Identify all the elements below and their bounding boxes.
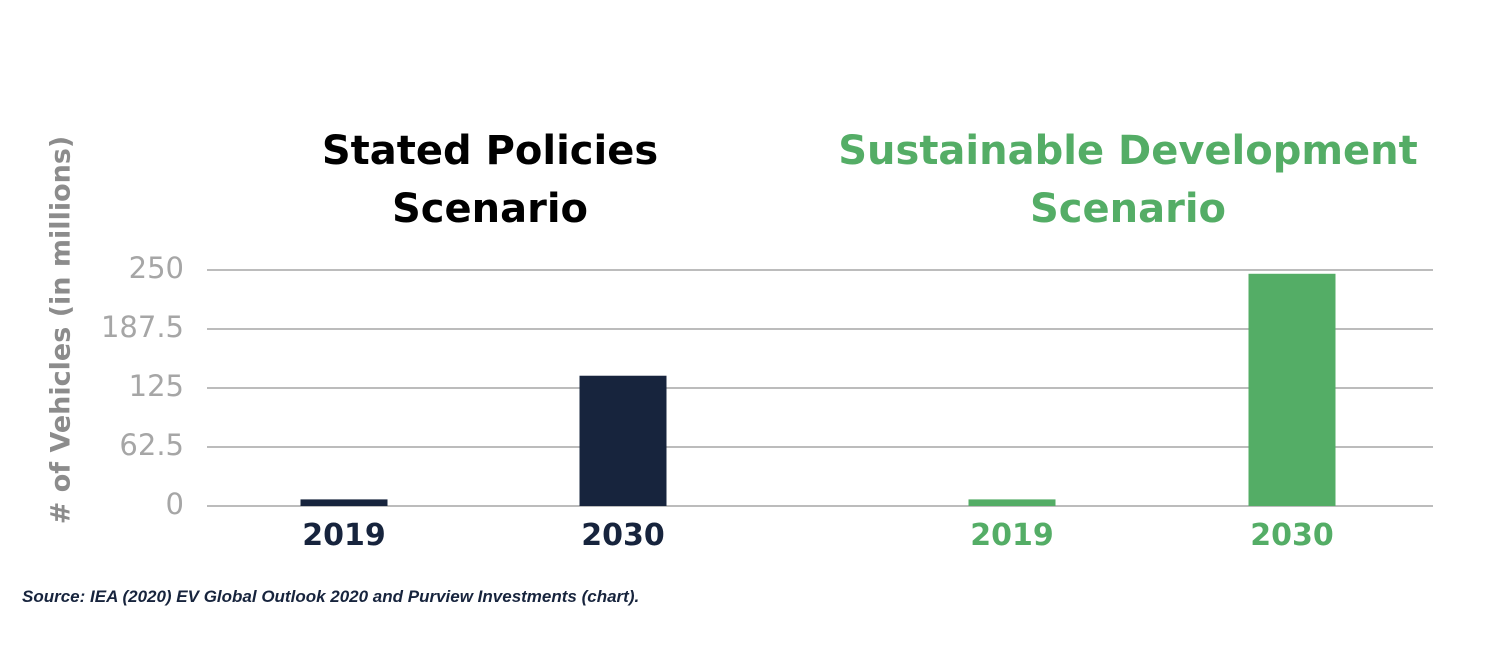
bar-0-2030	[579, 375, 667, 506]
bar-1-2030	[1248, 273, 1336, 506]
scenario-heading-line: Stated Policies	[322, 128, 658, 174]
x-tick-label: 2030	[1250, 518, 1334, 553]
bar-1-2019	[968, 499, 1056, 506]
scenario-heading-line: Scenario	[392, 186, 588, 232]
x-tick-label: 2019	[970, 518, 1054, 553]
x-tick-label: 2019	[302, 518, 386, 553]
y-tick-label: 125	[129, 369, 184, 403]
x-tick-label: 2030	[581, 518, 665, 553]
y-tick-label: 0	[166, 487, 184, 521]
scenario-heading-line: Sustainable Development	[838, 128, 1418, 174]
scenario-heading-line: Scenario	[1030, 186, 1226, 232]
x-axis-ticks: 2019 2030 2019 2030	[302, 518, 1334, 553]
y-tick-label: 187.5	[101, 310, 184, 344]
scenario-headings: Stated Policies Scenario Sustainable Devel…	[322, 128, 1418, 232]
source-note: Source: IEA (2020) EV Global Outlook 202…	[22, 587, 639, 606]
y-tick-label: 62.5	[119, 428, 184, 462]
bar-0-2019	[300, 499, 388, 506]
bars	[300, 273, 1336, 506]
y-axis-ticks: 250 187.5 125 62.5 0	[101, 251, 184, 521]
gridlines	[207, 269, 1433, 507]
y-axis-label: # of Vehicles (in millions)	[46, 136, 77, 525]
y-tick-label: 250	[129, 251, 184, 285]
